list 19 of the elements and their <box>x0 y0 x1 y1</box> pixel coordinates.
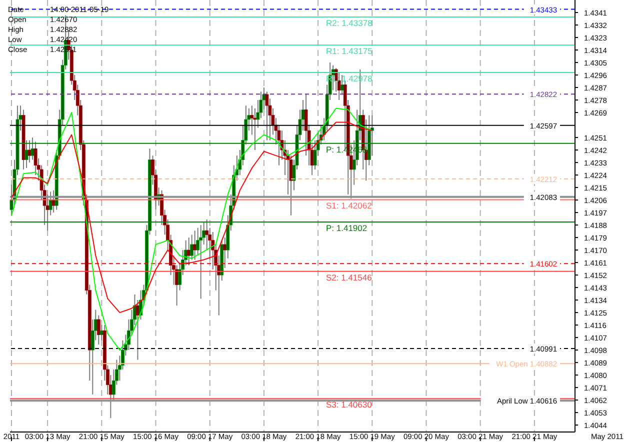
candlestick <box>337 72 341 101</box>
candlestick <box>24 140 28 169</box>
line-series <box>11 108 373 351</box>
ref-line-label: P: 1.41902 <box>326 222 368 233</box>
candlestick <box>265 91 269 141</box>
ref-line-label: R1: 1.43175 <box>326 46 373 56</box>
candlestick <box>193 230 197 260</box>
candlestick <box>199 224 203 300</box>
candlestick <box>187 237 191 266</box>
candlestick <box>223 237 227 269</box>
ref-line-label: S2: 1.41546 <box>326 272 372 282</box>
ref-line-label: S3: 1.40630 <box>326 400 372 410</box>
candlestick <box>340 74 344 95</box>
candlestick <box>28 140 32 164</box>
candlestick <box>30 137 34 160</box>
ref-line-label: R2: 1.43378 <box>326 18 373 28</box>
ref-line-label: S1: 1.42062 <box>326 200 372 211</box>
candlestick <box>52 190 56 214</box>
candlestick <box>253 108 257 151</box>
